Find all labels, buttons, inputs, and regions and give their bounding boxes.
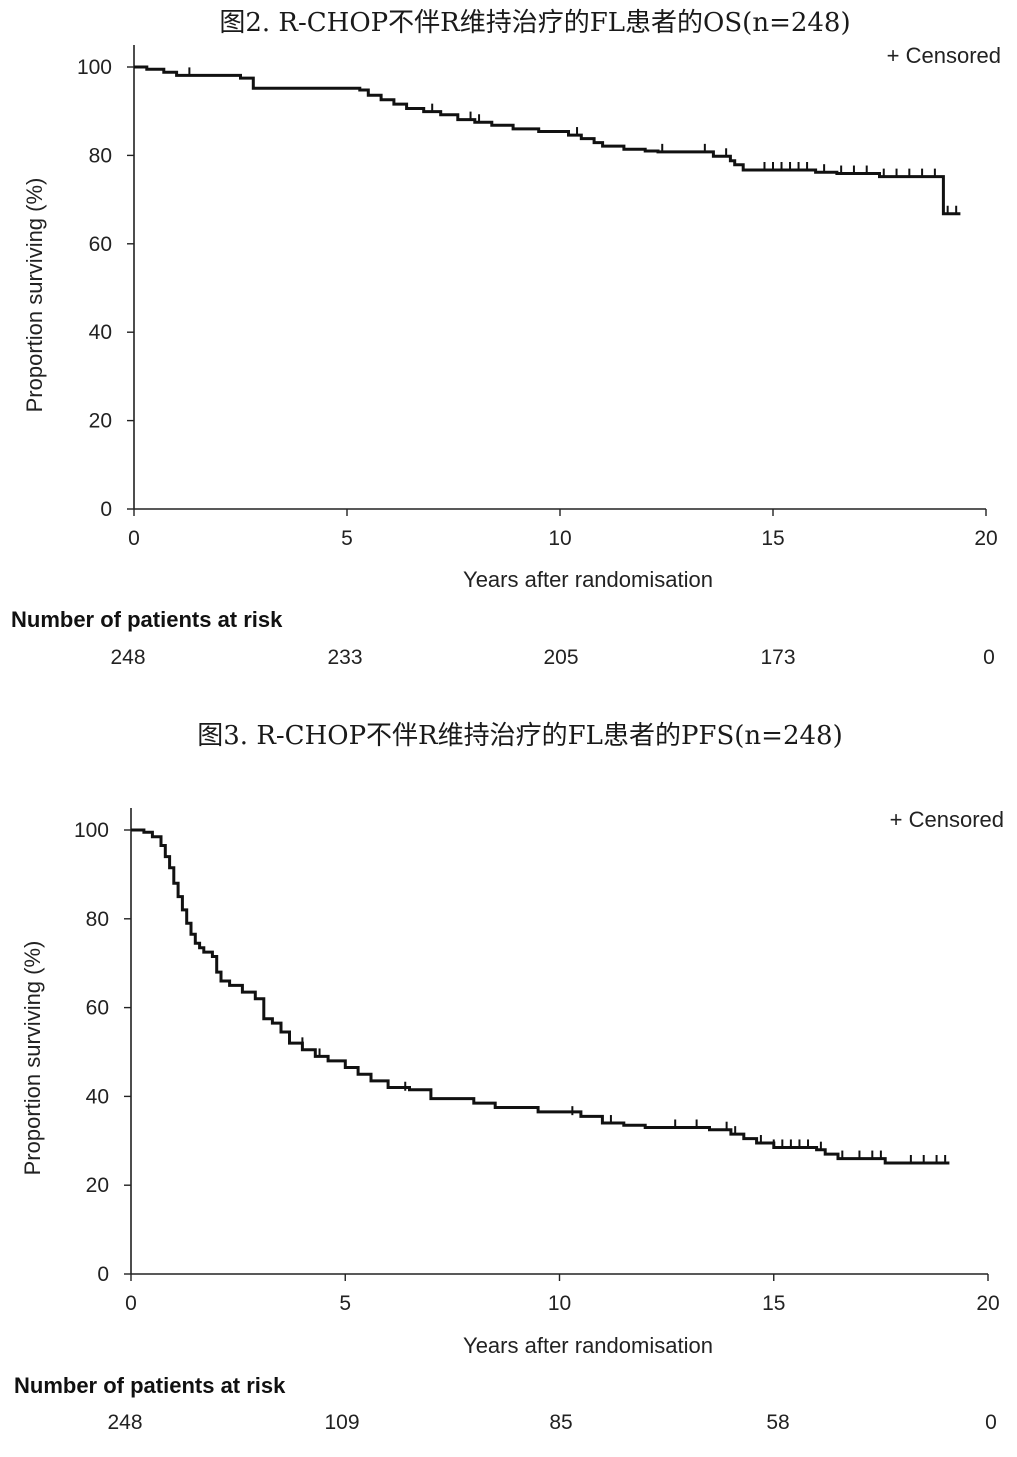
os-survival-curve (134, 65, 961, 216)
pfs-y-tick-label: 60 (86, 997, 109, 1020)
pfs-survival-curve (131, 828, 950, 1165)
os-censored-legend: + Censored (887, 43, 1001, 68)
pfs-y-tick-label: 20 (86, 1174, 109, 1197)
pfs-x-tick-label: 15 (762, 1292, 785, 1315)
pfs-chart-title: 图3. R-CHOP不伴R维持治疗的FL患者的PFS(n=248) (197, 721, 842, 751)
os-axes (127, 45, 987, 516)
os-x-tick-label: 0 (128, 527, 140, 550)
pfs-risk-count-year-15: 58 (766, 1411, 789, 1434)
pfs-x-axis-title: Years after randomisation (463, 1333, 713, 1358)
pfs-y-tick-label: 100 (74, 819, 109, 842)
os-y-tick-label: 60 (89, 233, 112, 256)
pfs-risk-count-year-5: 109 (324, 1411, 359, 1434)
os-x-tick-label: 5 (341, 527, 353, 550)
pfs-risk-heading: Number of patients at risk (14, 1373, 286, 1398)
pfs-y-axis-title: Proportion surviving (%) (20, 941, 45, 1176)
os-censor-marks (188, 67, 958, 215)
pfs-risk-count-year-20: 0 (985, 1411, 997, 1434)
os-x-axis-title: Years after randomisation (463, 567, 713, 592)
os-risk-count-year-10: 205 (543, 646, 578, 669)
pfs-x-tick-label: 20 (976, 1292, 999, 1315)
pfs-x-tick-label: 10 (548, 1292, 571, 1315)
os-y-tick-label: 20 (89, 410, 112, 433)
os-y-tick-label: 100 (77, 56, 112, 79)
pfs-censored-legend: + Censored (890, 807, 1004, 832)
pfs-x-tick-label: 5 (339, 1292, 351, 1315)
os-y-tick-label: 80 (89, 144, 112, 167)
os-y-axis-title: Proportion surviving (%) (22, 178, 47, 413)
pfs-y-tick-label: 0 (97, 1263, 109, 1286)
os-y-tick-label: 0 (100, 498, 112, 521)
pfs-axes (124, 808, 989, 1281)
os-x-tick-label: 15 (761, 527, 784, 550)
pfs-risk-count-year-0: 248 (107, 1411, 142, 1434)
os-chart-title: 图2. R-CHOP不伴R维持治疗的FL患者的OS(n=248) (219, 8, 850, 38)
os-risk-count-year-5: 233 (327, 646, 362, 669)
pfs-y-tick-label: 40 (86, 1085, 109, 1108)
pfs-censor-marks (301, 1037, 947, 1164)
pfs-x-tick-label: 0 (125, 1292, 137, 1315)
os-curve-group (134, 65, 961, 216)
os-chart: 图2. R-CHOP不伴R维持治疗的FL患者的OS(n=248) + Censo… (11, 8, 1001, 669)
os-risk-count-year-15: 173 (760, 646, 795, 669)
os-risk-count-year-20: 0 (983, 646, 995, 669)
pfs-y-tick-label: 80 (86, 908, 109, 931)
pfs-tick-labels: 0 5 10 15 20 0 20 40 60 80 100 (74, 819, 1000, 1315)
os-risk-heading: Number of patients at risk (11, 607, 283, 632)
os-x-tick-label: 10 (548, 527, 571, 550)
os-risk-count-year-0: 248 (110, 646, 145, 669)
pfs-curve-group (131, 828, 950, 1165)
os-tick-labels: 0 5 10 15 20 0 20 40 60 80 100 (77, 56, 998, 550)
os-x-tick-label: 20 (974, 527, 997, 550)
pfs-risk-count-year-10: 85 (549, 1411, 572, 1434)
os-y-tick-label: 40 (89, 321, 112, 344)
pfs-chart: 图3. R-CHOP不伴R维持治疗的FL患者的PFS(n=248) + Cens… (14, 721, 1004, 1434)
